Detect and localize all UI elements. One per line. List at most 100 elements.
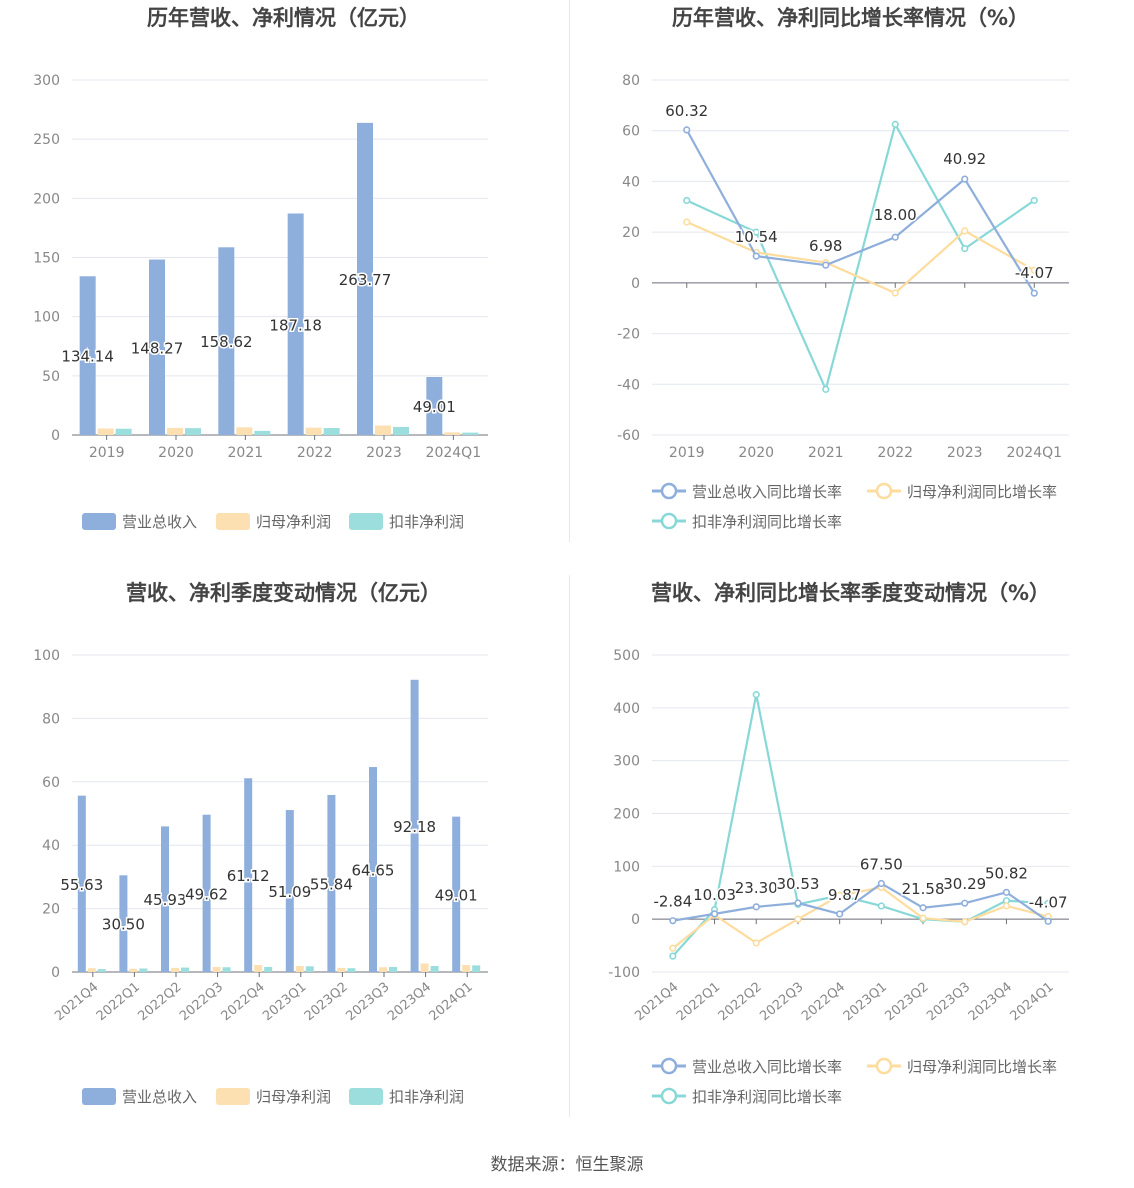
data-label: 6.98 — [809, 237, 842, 255]
x-tick-label: 2022Q4 — [219, 980, 268, 1025]
y-tick-label: 40 — [622, 174, 640, 190]
x-tick-label: 2021Q4 — [632, 980, 681, 1025]
data-point — [836, 910, 844, 918]
data-point — [836, 891, 844, 899]
bar — [254, 965, 263, 972]
data-point — [822, 261, 830, 269]
data-source: 数据来源：恒生聚源 — [490, 1155, 644, 1175]
data-point — [877, 902, 885, 910]
y-tick-label: 20 — [42, 902, 60, 918]
legend-label: 扣非净利润同比增长率 — [692, 1088, 842, 1106]
bar — [79, 276, 96, 435]
x-tick-label: 2023Q3 — [924, 980, 973, 1025]
legend-marker — [660, 1057, 678, 1075]
data-label: 61.12 — [227, 867, 270, 885]
data-point — [1002, 888, 1011, 896]
legend-swatch — [82, 513, 116, 530]
data-label: 50.82 — [985, 864, 1028, 882]
data-label: 10.03 — [693, 886, 736, 904]
y-tick-label: 100 — [33, 310, 60, 326]
legend-swatch — [349, 513, 383, 530]
data-point — [794, 915, 802, 923]
data-label: 49.62 — [185, 885, 228, 903]
bar — [129, 968, 138, 972]
data-point — [669, 917, 677, 925]
x-tick-label: 2022Q3 — [757, 980, 806, 1025]
data-label: 158.62 — [200, 333, 253, 351]
legend-label: 营业总收入 — [122, 513, 197, 531]
data-point — [919, 904, 927, 912]
x-tick-label: 2024Q1 — [1006, 445, 1062, 461]
x-tick-label: 2024Q1 — [426, 445, 482, 461]
x-tick-label: 2024Q1 — [427, 980, 476, 1025]
x-tick-label: 2019 — [89, 445, 125, 461]
data-point — [891, 233, 899, 241]
data-point — [891, 120, 899, 128]
bar — [236, 427, 253, 435]
bar — [305, 427, 322, 435]
bar — [379, 967, 387, 972]
data-label: 45.93 — [144, 891, 187, 909]
data-label: 134.14 — [61, 348, 114, 366]
bar — [337, 967, 346, 972]
legend-label: 扣非净利润同比增长率 — [692, 513, 842, 531]
legend-label: 营业总收入同比增长率 — [692, 1058, 842, 1076]
legend-swatch — [349, 1088, 383, 1105]
data-point — [961, 918, 969, 926]
data-point — [752, 691, 760, 699]
x-tick-label: 2022 — [877, 445, 913, 461]
data-point — [669, 952, 677, 960]
legend-swatch — [82, 1088, 116, 1105]
x-tick-label: 2023 — [947, 445, 983, 461]
legend-marker — [660, 512, 678, 530]
bar — [222, 967, 231, 972]
legend-marker — [660, 482, 678, 500]
y-tick-label: 50 — [42, 369, 60, 385]
annual-growth-panel: 历年营收、净利同比增长率情况（%） -60 -40 -20 0 20 40 60 80 2019… — [567, 0, 1134, 575]
data-label: 187.18 — [269, 316, 322, 334]
data-point — [752, 939, 760, 947]
data-point — [710, 910, 719, 918]
legend-swatch — [216, 513, 250, 530]
bar — [472, 965, 481, 972]
data-point — [683, 126, 691, 134]
bar — [295, 965, 304, 972]
y-tick-label: 60 — [622, 124, 640, 140]
data-point — [1044, 899, 1052, 907]
y-tick-label: 0 — [51, 965, 60, 981]
bar — [444, 432, 461, 435]
x-tick-label: 2019 — [669, 445, 705, 461]
data-point — [752, 903, 760, 911]
panel-divider — [569, 0, 570, 542]
bar — [161, 826, 169, 972]
data-label: 55.84 — [310, 875, 353, 893]
x-tick-label: 2023Q1 — [260, 980, 309, 1025]
y-tick-label: 0 — [631, 276, 640, 292]
y-tick-label: 250 — [33, 132, 60, 148]
data-label: 67.50 — [860, 856, 903, 874]
x-tick-label: 2020 — [158, 445, 194, 461]
data-point — [1030, 196, 1038, 205]
y-tick-label: 300 — [33, 73, 60, 89]
x-tick-label: 2021 — [228, 445, 264, 461]
y-tick-label: 80 — [622, 73, 640, 89]
data-point — [961, 899, 969, 907]
chart-title: 营收、净利同比增长率季度变动情况（%） — [650, 581, 1051, 605]
chart-title: 历年营收、净利同比增长率情况（%） — [671, 6, 1030, 30]
bar — [212, 966, 221, 972]
y-tick-label: 20 — [622, 225, 640, 241]
y-tick-label: -100 — [608, 965, 640, 981]
x-tick-label: 2022Q4 — [799, 980, 848, 1025]
bar — [426, 377, 443, 435]
bar — [410, 679, 419, 972]
data-label: 148.27 — [131, 339, 184, 357]
series-line — [672, 694, 1049, 957]
series-line — [686, 121, 1035, 393]
x-tick-label: 2023Q2 — [302, 980, 351, 1025]
y-tick-label: 40 — [42, 838, 60, 854]
bar — [285, 810, 294, 972]
y-tick-label: 400 — [613, 701, 640, 717]
data-label: 10.54 — [735, 228, 778, 246]
legend-marker — [660, 1087, 678, 1105]
bar — [167, 427, 183, 435]
